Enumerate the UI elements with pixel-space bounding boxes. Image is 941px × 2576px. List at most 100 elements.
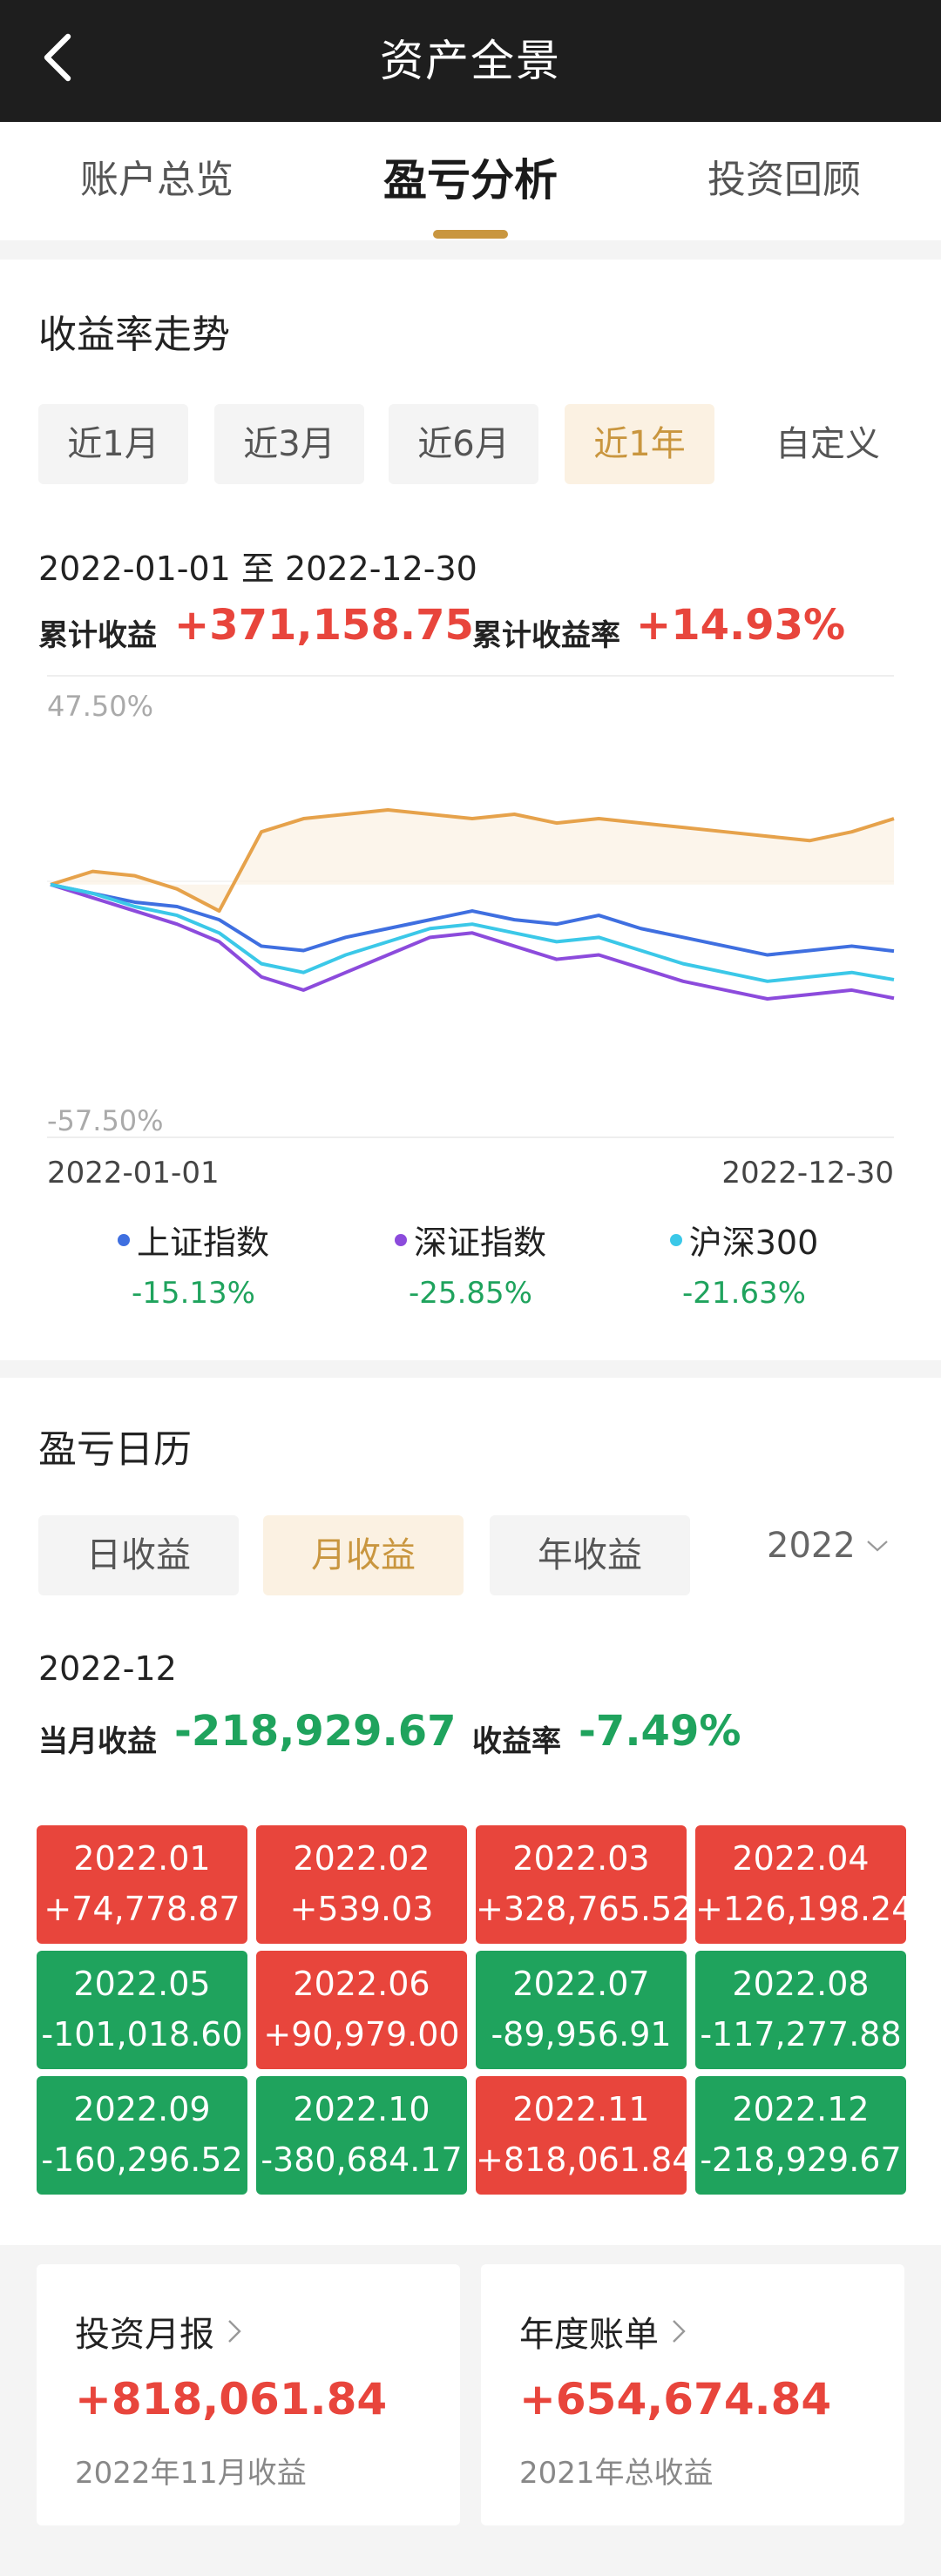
tab-investment-review[interactable]: 投资回顾 xyxy=(707,158,861,202)
year-select-value: 2022 xyxy=(767,1526,856,1566)
legend-sse: 上证指数 -15.13% xyxy=(80,1216,307,1311)
legend-value-szse: -25.85% xyxy=(409,1276,532,1311)
month-cell[interactable]: 2022.10 -380,684.17 xyxy=(256,2076,467,2195)
profit-calendar-card: 盈亏日历 日收益 月收益 年收益 2022 2022-12 当月收益 -218,… xyxy=(0,1378,941,2245)
legend-value-sse: -15.13% xyxy=(132,1276,255,1311)
legend-value-csi300: -21.63% xyxy=(682,1276,806,1311)
section-title-calendar: 盈亏日历 xyxy=(38,1427,192,1472)
annual-bill-value: +654,674.84 xyxy=(519,2374,832,2424)
month-cell[interactable]: 2022.05 -101,018.60 xyxy=(37,1951,247,2069)
range-6m-button[interactable]: 近6月 xyxy=(389,404,538,484)
month-cell[interactable]: 2022.01 +74,778.87 xyxy=(37,1825,247,1944)
legend-szse: 深证指数 -25.85% xyxy=(357,1216,584,1311)
range-custom-button[interactable]: 自定义 xyxy=(775,424,880,464)
month-cell-month: 2022.09 xyxy=(73,2090,211,2128)
monthly-report-card[interactable]: 投资月报 +818,061.84 2022年11月收益 xyxy=(37,2264,460,2525)
return-trend-card: 收益率走势 近1月 近3月 近6月 近1年 自定义 2022-01-01 至 2… xyxy=(0,260,941,1360)
month-cell-month: 2022.10 xyxy=(293,2090,430,2128)
back-button[interactable] xyxy=(31,31,84,84)
month-cell-value: -218,929.67 xyxy=(700,2141,902,2179)
month-cell[interactable]: 2022.12 -218,929.67 xyxy=(695,2076,906,2195)
month-cell-value: +328,765.52 xyxy=(476,1890,694,1928)
month-cell-month: 2022.02 xyxy=(293,1839,430,1878)
chevron-right-icon xyxy=(673,2320,686,2343)
month-cell-value: +539.03 xyxy=(289,1890,434,1928)
month-rate-value: -7.49% xyxy=(579,1707,741,1756)
cum-rate-label: 累计收益率 xyxy=(472,618,620,653)
annual-bill-subtitle: 2021年总收益 xyxy=(519,2456,714,2491)
month-cell-value: -89,956.91 xyxy=(491,2015,672,2053)
y-axis-min-label: -57.50% xyxy=(47,1104,164,1137)
series-line-2 xyxy=(50,882,895,1001)
mode-monthly-button[interactable]: 月收益 xyxy=(263,1515,464,1595)
month-cell-value: +126,198.24 xyxy=(695,1890,913,1928)
month-cell-month: 2022.05 xyxy=(73,1965,211,2003)
chevron-down-icon xyxy=(867,1541,888,1552)
month-cell-month: 2022.08 xyxy=(732,1965,870,2003)
cum-profit-label: 累计收益 xyxy=(38,618,157,653)
annual-bill-card[interactable]: 年度账单 +654,674.84 2021年总收益 xyxy=(481,2264,904,2525)
tab-active-indicator xyxy=(433,230,508,239)
legend-name-csi300: 沪深300 xyxy=(688,1224,819,1262)
page-title: 资产全景 xyxy=(380,36,561,86)
monthly-report-value: +818,061.84 xyxy=(75,2374,388,2424)
legend-dot-icon xyxy=(669,1233,682,1246)
range-1m-button[interactable]: 近1月 xyxy=(38,404,188,484)
cum-rate-value: +14.93% xyxy=(636,601,846,650)
year-select[interactable]: 2022 xyxy=(767,1526,889,1566)
chevron-right-icon xyxy=(228,2320,241,2343)
monthly-report-subtitle: 2022年11月收益 xyxy=(75,2456,307,2491)
legend-csi300: 沪深300 -21.63% xyxy=(631,1216,857,1311)
month-cell-value: -380,684.17 xyxy=(261,2141,463,2179)
month-cell[interactable]: 2022.11 +818,061.84 xyxy=(476,2076,694,2195)
month-cell-value: -160,296.52 xyxy=(41,2141,243,2179)
legend-name-sse: 上证指数 xyxy=(136,1224,269,1262)
range-1y-button[interactable]: 近1年 xyxy=(565,404,714,484)
month-cell-month: 2022.06 xyxy=(293,1965,430,2003)
month-cell-month: 2022.11 xyxy=(512,2090,650,2128)
month-profit-label: 当月收益 xyxy=(38,1724,157,1759)
month-cell-month: 2022.04 xyxy=(732,1839,870,1878)
mode-daily-button[interactable]: 日收益 xyxy=(38,1515,239,1595)
month-rate-label: 收益率 xyxy=(472,1724,561,1759)
monthly-report-title-row: 投资月报 xyxy=(75,2306,242,2357)
series-line-3 xyxy=(50,882,895,983)
month-cell[interactable]: 2022.08 -117,277.88 xyxy=(695,1951,906,2069)
month-cell-value: +818,061.84 xyxy=(476,2141,694,2179)
date-range-text: 2022-01-01 至 2022-12-30 xyxy=(38,550,477,588)
section-title-trend: 收益率走势 xyxy=(38,313,230,357)
x-axis-start-label: 2022-01-01 xyxy=(47,1156,220,1190)
y-axis-max-label: 47.50% xyxy=(47,690,153,723)
mode-yearly-button[interactable]: 年收益 xyxy=(490,1515,690,1595)
series-line-1 xyxy=(50,882,895,957)
tab-bar: 账户总览 盈亏分析 投资回顾 xyxy=(0,122,941,240)
tab-profit-analysis[interactable]: 盈亏分析 xyxy=(383,155,558,206)
annual-bill-title: 年度账单 xyxy=(519,2315,659,2355)
legend-name-szse: 深证指数 xyxy=(413,1224,546,1262)
annual-bill-title-row: 年度账单 xyxy=(519,2306,687,2357)
chevron-left-icon xyxy=(44,33,71,82)
month-cell[interactable]: 2022.07 -89,956.91 xyxy=(476,1951,687,2069)
month-cell-value: -101,018.60 xyxy=(41,2015,243,2053)
month-cell[interactable]: 2022.02 +539.03 xyxy=(256,1825,467,1944)
cum-profit-value: +371,158.75 xyxy=(174,601,474,650)
legend-dot-icon xyxy=(117,1233,130,1246)
series-line-0 xyxy=(50,807,895,914)
month-cell[interactable]: 2022.06 +90,979.00 xyxy=(256,1951,467,2069)
legend-dot-icon xyxy=(394,1233,407,1246)
month-cell-month: 2022.03 xyxy=(512,1839,650,1878)
month-profit-value: -218,929.67 xyxy=(174,1707,457,1756)
return-trend-chart: 47.50% -57.50% 2022-01-01 2022-12-30 xyxy=(47,675,895,1190)
month-cell[interactable]: 2022.04 +126,198.24 xyxy=(695,1825,913,1944)
month-label: 2022-12 xyxy=(38,1649,177,1688)
tab-account-overview[interactable]: 账户总览 xyxy=(80,158,234,202)
month-cell-value: +74,778.87 xyxy=(44,1890,240,1928)
month-cell-month: 2022.07 xyxy=(512,1965,650,2003)
month-cell[interactable]: 2022.03 +328,765.52 xyxy=(476,1825,694,1944)
range-3m-button[interactable]: 近3月 xyxy=(214,404,364,484)
month-cell-month: 2022.01 xyxy=(73,1839,211,1878)
monthly-report-title: 投资月报 xyxy=(75,2315,214,2355)
month-cell[interactable]: 2022.09 -160,296.52 xyxy=(37,2076,247,2195)
month-cell-value: -117,277.88 xyxy=(700,2015,902,2053)
top-bar: 资产全景 xyxy=(0,0,941,122)
